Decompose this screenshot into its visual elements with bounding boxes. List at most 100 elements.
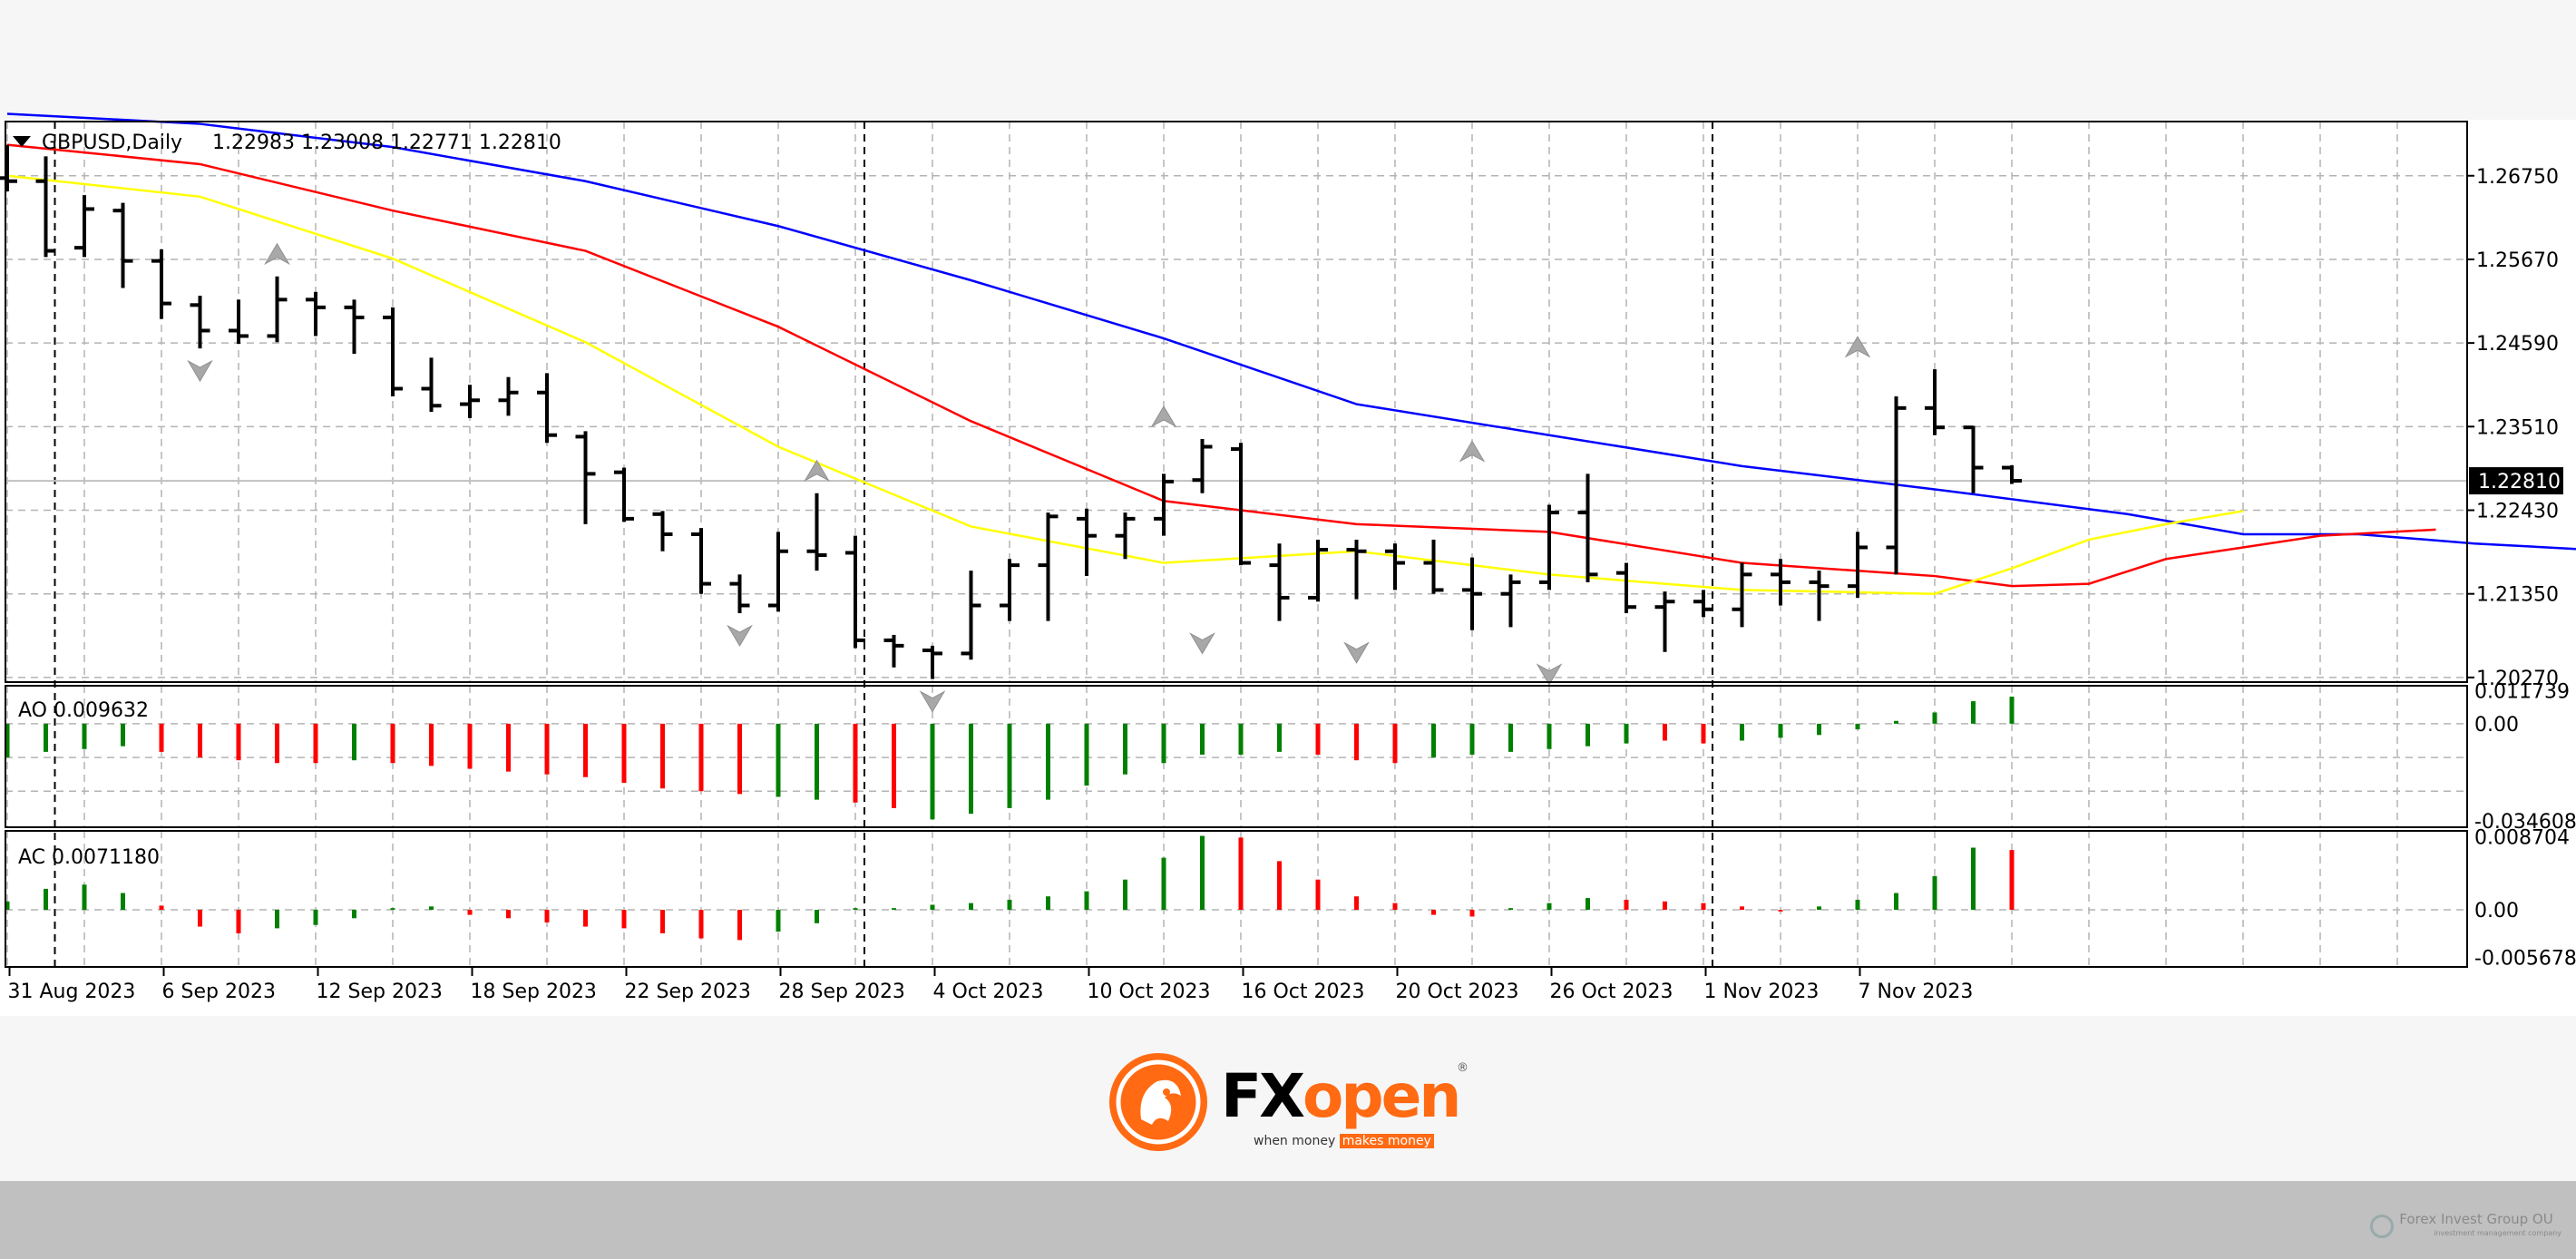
price-bar [729, 574, 750, 614]
fractal-down-icon [1536, 663, 1563, 686]
ac-tick-label: -0.005678 [2474, 948, 2576, 971]
price-bar [1192, 438, 1213, 493]
date-tick-label: 6 Sep 2023 [162, 981, 276, 1003]
fractal-up-icon [1459, 440, 1486, 463]
ac-tick-label: 0.00 [2474, 900, 2519, 922]
date-tick-label: 7 Nov 2023 [1859, 981, 1974, 1003]
price-bar [1963, 425, 1984, 493]
price-bar [1886, 396, 1907, 575]
symbol-label: GBPUSD,Daily [42, 132, 182, 154]
price-bar [1038, 512, 1059, 621]
price-bar [1462, 557, 1482, 630]
price-bar [1154, 473, 1174, 536]
ac-tick-label: 0.008704 [2474, 826, 2570, 849]
tagline-part-b: makes money [1339, 1134, 1434, 1148]
price-bar [1000, 559, 1020, 621]
price-tick-label: 1.25670 [2476, 249, 2559, 272]
price-bar [229, 299, 249, 344]
current-price-label: 1.22810 [2478, 471, 2561, 493]
price-tick-label: 1.23510 [2476, 416, 2559, 439]
date-tick-label: 20 Oct 2023 [1396, 981, 1519, 1003]
date-tick-label: 16 Oct 2023 [1242, 981, 1365, 1003]
ohlc-label: 1.22983 1.23008 1.22771 1.22810 [212, 132, 561, 154]
ao-tick-label: -0.034608 [2474, 811, 2576, 834]
date-tick-label: 1 Nov 2023 [1704, 981, 1820, 1003]
date-tick-label: 26 Oct 2023 [1550, 981, 1673, 1003]
price-bar [883, 634, 904, 668]
fractal-up-icon [804, 459, 830, 483]
price-bar [267, 276, 288, 343]
lion-logo-icon [1109, 1053, 1207, 1151]
price-tick-label: 1.22430 [2476, 501, 2559, 523]
fractal-up-icon [1150, 405, 1177, 428]
ao-tick-label: 0.011739 [2474, 680, 2570, 703]
fractal-down-icon [727, 624, 753, 648]
price-bar [112, 202, 133, 288]
tagline-part-a: when money [1254, 1134, 1336, 1148]
price-bar [421, 357, 442, 413]
price-bar [1115, 512, 1136, 560]
brand-fx: FX [1221, 1061, 1305, 1131]
price-bar [460, 385, 480, 418]
registered-mark: ® [1457, 1061, 1469, 1075]
price-tick-label: 1.20270 [2476, 668, 2559, 690]
current-price-box [2469, 467, 2563, 495]
date-tick-label: 10 Oct 2023 [1088, 981, 1211, 1003]
price-bar [652, 511, 673, 551]
corner-company-sub: investment management company [2434, 1229, 2561, 1237]
date-tick-label: 22 Sep 2023 [625, 981, 751, 1003]
price-bar [383, 307, 403, 397]
price-bar [306, 291, 326, 337]
price-tick-label: 1.26750 [2476, 166, 2559, 189]
price-bar [344, 299, 365, 355]
company-circle-icon [2370, 1215, 2395, 1238]
price-bar [1231, 443, 1251, 566]
price-tick-label: 1.24590 [2476, 333, 2559, 356]
price-bar [1308, 539, 1328, 602]
price-bar [537, 373, 557, 444]
price-bar [1346, 539, 1367, 600]
price-bar [1385, 543, 1405, 590]
price-bar [2002, 464, 2022, 484]
date-tick-label: 18 Sep 2023 [471, 981, 597, 1003]
price-bar [1539, 504, 1559, 590]
symbol-dropdown-icon[interactable] [13, 136, 31, 147]
price-bar [1848, 532, 1868, 598]
price-bar [498, 376, 519, 416]
price-bar [1654, 591, 1675, 652]
price-bar [845, 535, 865, 649]
corner-company-name: Forex Invest Group OU [2399, 1211, 2553, 1227]
price-bar [35, 156, 56, 258]
price-bar [768, 532, 788, 612]
date-tick-label: 31 Aug 2023 [8, 981, 136, 1003]
brand-open: open [1302, 1061, 1461, 1131]
alligator-jaw-line [6, 112, 2576, 551]
date-tick-label: 12 Sep 2023 [317, 981, 443, 1003]
price-bar [1732, 562, 1752, 628]
price-bar [1925, 369, 1945, 435]
price-bar [1077, 508, 1097, 577]
fractal-up-icon [264, 242, 290, 266]
fractal-down-icon [1189, 632, 1215, 655]
price-bar [1771, 559, 1791, 606]
price-tick-label: 1.21350 [2476, 584, 2559, 607]
fxopen-logo: FXopen ® when money makes money [1105, 1049, 1486, 1157]
price-bar [922, 645, 942, 679]
price-bar [575, 431, 596, 524]
price-bar [691, 528, 711, 594]
price-bar [1500, 574, 1521, 628]
price-bar [151, 249, 171, 319]
ao-label: AO 0.009632 [18, 699, 149, 722]
date-tick-label: 28 Sep 2023 [779, 981, 905, 1003]
price-bar [74, 195, 94, 258]
price-bar [614, 467, 634, 522]
footer-band [0, 1181, 2576, 1259]
price-bar [1693, 590, 1713, 618]
chart: 1.26750 1.25670 1.24590 1.23510 1.22430 1.213… [0, 112, 2576, 1003]
fractal-down-icon [1343, 641, 1370, 664]
corner-watermark: Forex Invest Group OU investment manageme… [2370, 1212, 2561, 1241]
price-bar [1809, 571, 1830, 621]
price-bar [190, 296, 210, 349]
price-bar [1616, 562, 1636, 614]
price-bar [1269, 543, 1290, 621]
